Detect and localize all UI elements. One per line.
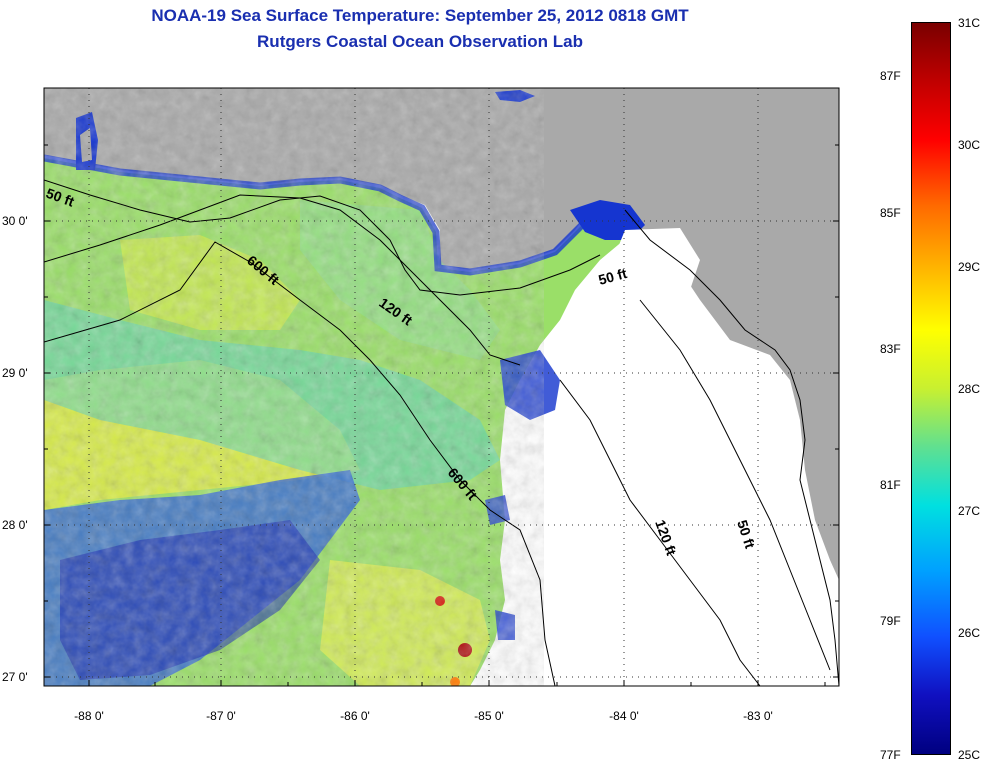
colorbar-f-label: 85F (880, 206, 901, 220)
colorbar-f-label: 77F (880, 748, 901, 762)
colorbar-c-label: 30C (958, 138, 981, 152)
colorbar-c-label: 27C (958, 504, 981, 518)
lat-label: 30 0' (2, 214, 28, 228)
colorbar-f-label: 83F (880, 342, 901, 356)
lon-label: -87 0' (206, 709, 236, 723)
lon-label: -86 0' (340, 709, 370, 723)
temperature-colorbar (911, 22, 951, 755)
lat-label: 28 0' (2, 518, 28, 532)
map-title: NOAA-19 Sea Surface Temperature: Septemb… (151, 6, 689, 25)
lat-label: 29 0' (2, 366, 28, 380)
lat-label: 27 0' (2, 670, 28, 684)
lon-label: -85 0' (474, 709, 504, 723)
colorbar-c-label: 28C (958, 382, 981, 396)
contour-120ft (44, 194, 521, 366)
map-frame (43, 87, 840, 687)
lon-label: -84 0' (609, 709, 639, 723)
colorbar-f-label: 81F (880, 478, 901, 492)
lon-label: -83 0' (743, 709, 773, 723)
map-subtitle: Rutgers Coastal Ocean Observation Lab (257, 32, 583, 51)
colorbar-c-label: 25C (958, 748, 981, 762)
graticule (44, 88, 839, 686)
lon-label: -88 0' (74, 709, 104, 723)
colorbar-c-label: 29C (958, 260, 981, 274)
colorbar-c-label: 26C (958, 626, 981, 640)
contour-600ft (44, 241, 556, 686)
colorbar-f-label: 87F (880, 69, 901, 83)
colorbar-f-label: 79F (880, 614, 901, 628)
sst-texture (44, 88, 544, 686)
colorbar-c-label: 31C (958, 16, 981, 30)
contour-label: 50 ft (597, 265, 629, 288)
contour-50ft (44, 179, 601, 296)
